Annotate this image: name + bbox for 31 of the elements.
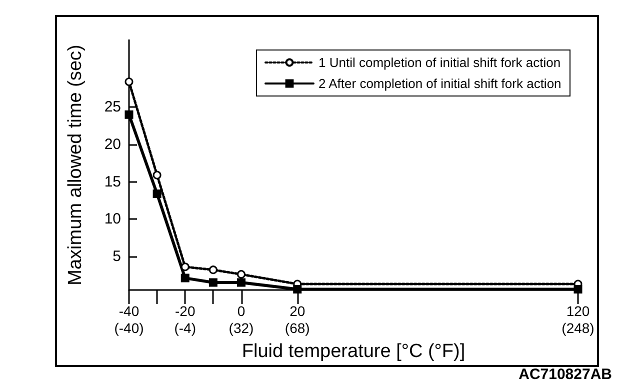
x-tick-label: 20 <box>290 303 306 319</box>
x2-tick-label: (-4) <box>174 320 196 336</box>
x-tick-label: -40 <box>118 303 140 319</box>
y-tick-label: 25 <box>104 98 121 116</box>
y-tick-label: 15 <box>104 173 121 190</box>
point <box>293 285 302 294</box>
point <box>208 266 218 274</box>
point <box>152 170 162 180</box>
x-axis-title: Fluid temperature [°C (°F)] <box>242 341 466 362</box>
x2-tick-label: (32) <box>228 320 254 336</box>
point <box>124 78 134 86</box>
text: AC710827AB <box>518 366 612 383</box>
point <box>180 274 190 282</box>
point <box>237 270 246 279</box>
x2-tick-label: (-40) <box>114 320 144 336</box>
point <box>152 189 162 198</box>
legend-label: 1 Until completion of initial shift fork action <box>318 55 561 70</box>
x-tick-label: -20 <box>175 303 196 319</box>
x2-tick-label: (68) <box>284 320 310 336</box>
point <box>574 285 582 294</box>
point <box>208 278 218 287</box>
y-axis-title: Maximum allowed time (sec) <box>65 44 86 286</box>
y-tick-label: 10 <box>104 210 121 228</box>
x-tick-label: 0 <box>237 303 246 319</box>
y-tick-label: 20 <box>104 136 121 153</box>
y-tick-label: 5 <box>112 248 121 265</box>
x2-tick-label: (248) <box>562 320 594 336</box>
point <box>237 278 246 287</box>
point <box>124 110 134 119</box>
legend-label: 2 After completion of initial shift fork action <box>318 76 562 91</box>
x-tick-label: 120 <box>566 303 590 319</box>
